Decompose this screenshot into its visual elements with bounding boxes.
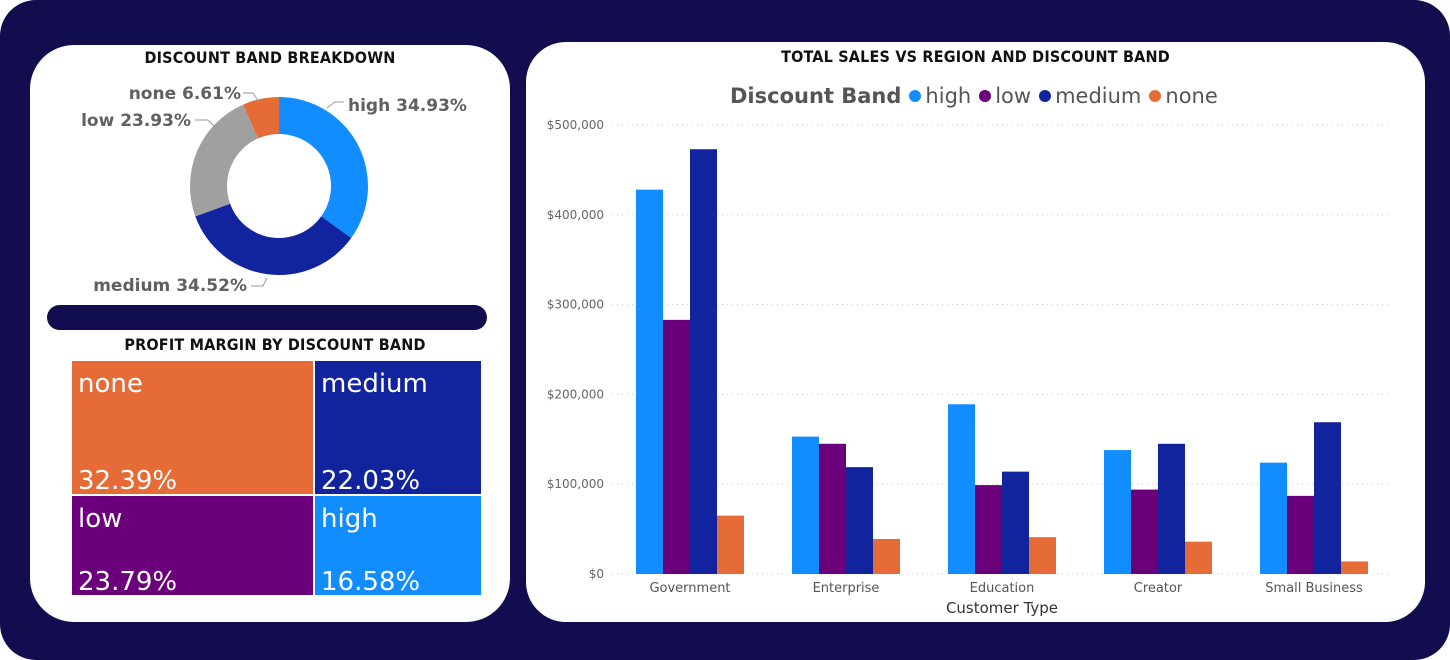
bar-high-enterprise[interactable] [792,437,819,574]
bar-high-education[interactable] [948,404,975,574]
bar-medium-enterprise[interactable] [846,467,873,574]
x-tick-label: Small Business [1265,581,1363,596]
bar-low-enterprise[interactable] [819,444,846,574]
donut-leader-line [251,278,267,286]
tile-value: 23.79% [78,567,177,597]
right-panel: TOTAL SALES VS REGION AND DISCOUNT BAND … [526,42,1425,622]
bar-none-education[interactable] [1029,537,1056,574]
x-axis-title: Customer Type [946,599,1058,617]
treemap-title: PROFIT MARGIN BY DISCOUNT BAND [30,335,520,354]
bar-high-government[interactable] [636,190,663,574]
donut-leader-line [327,102,344,108]
tile-label: medium [321,369,428,399]
left-panel: DISCOUNT BAND BREAKDOWN high 34.93% mediu… [30,45,510,622]
x-tick-label: Creator [1134,581,1183,596]
tile-label: low [78,504,122,534]
donut-data-label: medium 34.52% [93,276,247,296]
x-tick-label: Government [649,581,730,596]
tile-value: 16.58% [321,567,420,597]
treemap-tile-none[interactable]: none 32.39% [72,361,313,494]
y-tick-label: $200,000 [547,387,604,401]
donut-data-label: none 6.61% [129,84,241,104]
bar-none-enterprise[interactable] [873,539,900,574]
bar-chart[interactable]: $0 $100,000 $200,000 $300,000 $400,000 $500,0… [526,42,1425,622]
donut-chart[interactable]: high 34.93% medium 34.52% low 23.93% none 6… [30,45,510,300]
y-tick-label: $400,000 [547,208,604,222]
divider-bar [47,305,487,330]
bar-low-government[interactable] [663,320,690,574]
donut-slice-high[interactable] [279,97,368,238]
tile-value: 32.39% [78,466,177,496]
bar-low-creator[interactable] [1131,490,1158,574]
bar-high-creator[interactable] [1104,450,1131,574]
y-tick-label: $0 [589,567,604,581]
bar-none-creator[interactable] [1185,542,1212,574]
tile-label: none [78,369,143,399]
donut-data-label: low 23.93% [81,111,191,131]
treemap-tile-medium[interactable]: medium 22.03% [315,361,481,494]
tile-label: high [321,504,378,534]
y-tick-label: $500,000 [547,118,604,132]
donut-slice-low[interactable] [190,105,258,217]
treemap-tile-low[interactable]: low 23.79% [72,496,313,595]
bar-none-government[interactable] [717,516,744,574]
bar-low-education[interactable] [975,485,1002,574]
y-tick-label: $300,000 [547,298,604,312]
bar-high-small-business[interactable] [1260,463,1287,574]
bar-low-small-business[interactable] [1287,496,1314,574]
y-tick-label: $100,000 [547,477,604,491]
donut-data-label: high 34.93% [348,96,467,116]
bar-none-small-business[interactable] [1341,561,1368,574]
bar-medium-education[interactable] [1002,472,1029,574]
donut-leader-line [195,120,215,127]
treemap-chart[interactable]: none 32.39% medium 22.03% low 23.79% hig… [72,361,481,595]
bar-medium-government[interactable] [690,149,717,574]
bar-medium-creator[interactable] [1158,444,1185,574]
treemap-tile-high[interactable]: high 16.58% [315,496,481,595]
x-tick-label: Enterprise [813,581,880,596]
x-tick-label: Education [970,581,1035,596]
tile-value: 22.03% [321,466,420,496]
bar-medium-small-business[interactable] [1314,422,1341,574]
